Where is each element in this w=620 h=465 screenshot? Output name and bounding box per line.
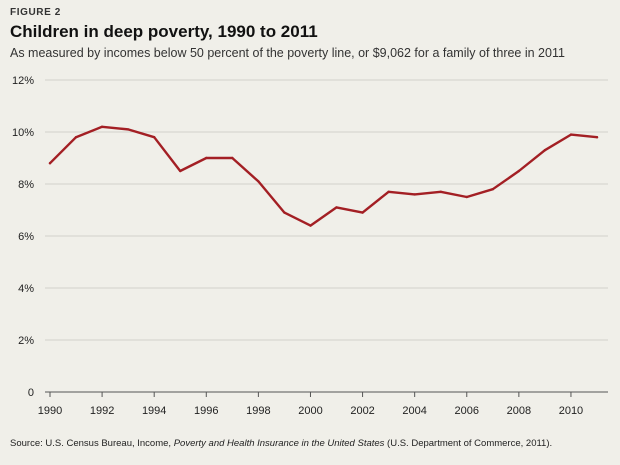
data-point-2011 — [595, 136, 599, 139]
x-tick-label-2008: 2008 — [507, 405, 531, 417]
source-note: Source: U.S. Census Bureau, Income, Pove… — [10, 438, 552, 449]
data-point-2009 — [543, 149, 547, 152]
x-tick-label-1996: 1996 — [194, 405, 218, 417]
source-title: Poverty and Health Insurance in the Unit… — [173, 438, 385, 449]
data-point-2004 — [413, 193, 416, 196]
data-point-2007 — [491, 188, 495, 191]
data-point-1994 — [152, 136, 156, 139]
y-tick-label-12: 12% — [12, 75, 34, 87]
y-tick-label-6: 6% — [18, 231, 34, 243]
data-point-1995 — [179, 169, 182, 173]
data-point-1999 — [283, 211, 286, 214]
chart-subtitle: As measured by incomes below 50 percent … — [10, 46, 565, 60]
x-axis-ticks: 1990 1992 1994 1996 1998 2000 2002 2004 2006 2008… — [38, 392, 583, 417]
x-tick-label-1998: 1998 — [246, 405, 270, 417]
x-tick-label-1992: 1992 — [90, 405, 114, 417]
series-line-0 — [48, 125, 599, 227]
chart-title: Children in deep poverty, 1990 to 2011 — [10, 22, 318, 41]
x-tick-label-1990: 1990 — [38, 405, 62, 417]
data-point-1992 — [100, 125, 104, 128]
x-tick-label-2004: 2004 — [402, 405, 426, 417]
gridlines — [45, 79, 608, 341]
data-point-2010 — [569, 133, 573, 136]
data-point-2000 — [309, 224, 312, 227]
data-point-2001 — [335, 206, 338, 209]
y-tick-label-2: 2% — [18, 335, 34, 347]
data-point-1991 — [74, 136, 78, 139]
y-tick-label-0: 0 — [28, 387, 34, 399]
data-point-1990 — [48, 162, 52, 165]
data-point-1996 — [205, 156, 208, 160]
x-tick-label-2006: 2006 — [455, 405, 479, 417]
data-point-1993 — [126, 128, 130, 131]
y-tick-label-4: 4% — [18, 283, 34, 295]
figure-label: FIGURE 2 — [10, 7, 61, 18]
data-point-1997 — [231, 156, 234, 160]
source-prefix: Source: U.S. Census Bureau, Income, — [10, 438, 174, 449]
data-point-2008 — [517, 169, 521, 173]
y-tick-label-8: 8% — [18, 179, 34, 191]
x-tick-label-2002: 2002 — [350, 405, 374, 417]
y-axis-ticks: 0 2% 4% 6% 8% 10% 12% — [12, 75, 34, 399]
y-tick-label-10: 10% — [12, 127, 34, 139]
source-suffix: (U.S. Department of Commerce, 2011). — [384, 438, 553, 449]
data-point-2006 — [465, 195, 468, 199]
x-tick-label-2010: 2010 — [559, 405, 583, 417]
x-tick-label-2000: 2000 — [298, 405, 322, 417]
data-point-2003 — [387, 190, 390, 193]
series-layer — [48, 125, 599, 227]
data-point-2002 — [361, 211, 364, 214]
data-point-1998 — [257, 180, 260, 183]
line-chart: 0 2% 4% 6% 8% 10% 12% 1990 1992 1994 1996 1998 2000… — [12, 75, 608, 417]
data-point-2005 — [439, 190, 442, 193]
x-tick-label-1994: 1994 — [142, 405, 166, 417]
